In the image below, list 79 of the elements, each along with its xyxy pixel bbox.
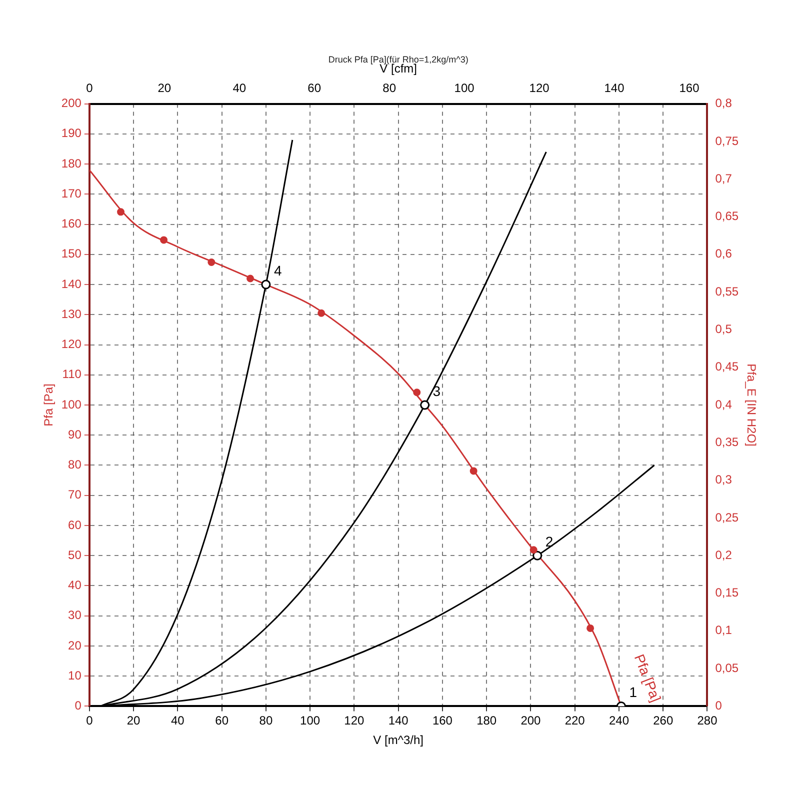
y-tick-label: 110 [62, 367, 82, 382]
x2-tick-label: 20 [158, 80, 172, 95]
point [117, 208, 125, 216]
y2-tick-label: 0,75 [715, 134, 739, 148]
point [586, 624, 594, 632]
x2-tick-label: 160 [679, 80, 700, 95]
point [413, 388, 421, 396]
y-tick-label: 140 [61, 276, 82, 291]
point [318, 309, 326, 317]
y2-tick-label: 0,4 [715, 397, 732, 412]
x-tick-label: 280 [697, 714, 718, 728]
y-tick-label: 90 [68, 427, 82, 442]
y2-tick-label: 0,6 [715, 246, 732, 261]
x-tick-label: 60 [215, 714, 229, 728]
y-tick-label: 70 [68, 488, 82, 502]
x-tick-label: 260 [653, 714, 674, 728]
y2-axis-title: Pfa_E [IN H2O] [744, 364, 758, 446]
point [261, 280, 271, 290]
y-tick-label: 20 [68, 638, 82, 652]
x2-tick-label: 60 [308, 80, 322, 95]
x-tick-label: 0 [86, 714, 94, 728]
x-tick-label: 40 [171, 714, 185, 728]
annotation: 4 [274, 262, 282, 278]
y-tick-label: 40 [68, 578, 82, 592]
x-tick-label: 160 [432, 714, 453, 728]
x-tick-label: 220 [564, 714, 586, 728]
y2-tick-label: 0,1 [715, 623, 732, 638]
x2-tick-label: 80 [382, 80, 396, 95]
x-tick-label: 20 [126, 714, 141, 728]
point [470, 467, 478, 475]
y2-tick-label: 0,15 [715, 586, 739, 600]
x2-tick-label: 40 [232, 80, 246, 95]
x2-tick-label: 100 [454, 80, 475, 95]
x-tick-label: 100 [300, 714, 320, 728]
y-tick-label: 100 [61, 397, 82, 412]
y-tick-label: 30 [68, 608, 82, 622]
y-tick-label: 50 [68, 548, 82, 562]
y-tick-label: 170 [61, 186, 82, 200]
point [420, 400, 430, 410]
point [532, 550, 542, 560]
y2-tick-label: 0,8 [715, 96, 732, 110]
y-tick-label: 60 [68, 518, 82, 532]
y2-tick-label: 0,35 [715, 434, 739, 449]
x-tick-label: 80 [259, 714, 273, 728]
point [530, 546, 538, 554]
y-tick-label: 0 [74, 698, 82, 713]
y2-tick-label: 0,05 [715, 660, 739, 675]
x2-tick-label: 0 [86, 80, 94, 95]
y-tick-label: 10 [68, 668, 82, 682]
x-axis-title: V [m^3/h] [373, 733, 424, 748]
annotation: 1 [629, 684, 638, 700]
y-tick-label: 150 [61, 246, 82, 261]
y-tick-label: 180 [61, 156, 82, 170]
y2-tick-label: 0,7 [715, 171, 732, 186]
y-tick-label: 130 [61, 306, 82, 321]
y2-tick-label: 0,3 [715, 472, 732, 487]
x-tick-label: 200 [520, 714, 542, 728]
x2-tick-label: 140 [604, 80, 625, 95]
y-axis-title: Pfa [Pa] [42, 384, 56, 426]
y-tick-label: 190 [61, 126, 82, 140]
point [208, 258, 216, 266]
x2-tick-label: 120 [529, 80, 550, 95]
y-tick-label: 120 [61, 337, 82, 352]
x-tick-label: 240 [608, 714, 630, 728]
point [246, 274, 254, 282]
y2-tick-label: 0,25 [715, 510, 739, 524]
point [160, 236, 168, 244]
y2-tick-label: 0,45 [715, 360, 739, 374]
y-tick-label: 160 [61, 216, 82, 231]
x-tick-label: 140 [388, 714, 409, 728]
y-tick-label: 80 [68, 458, 82, 472]
x-tick-label: 180 [476, 714, 497, 728]
y2-tick-label: 0,65 [715, 209, 739, 224]
y2-tick-label: 0 [715, 698, 722, 713]
y2-tick-label: 0,2 [715, 548, 732, 562]
x-tick-label: 120 [344, 714, 365, 728]
y-tick-label: 200 [61, 96, 82, 110]
y2-tick-label: 0,55 [715, 284, 739, 298]
y2-tick-label: 0,5 [715, 322, 732, 336]
